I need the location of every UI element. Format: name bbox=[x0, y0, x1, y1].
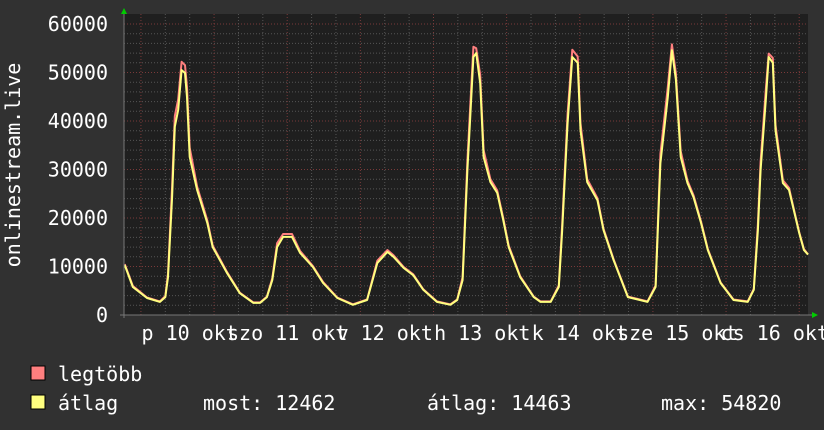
x-tick-label: p 10 okt bbox=[142, 321, 238, 345]
legend-swatch-avg bbox=[30, 394, 46, 410]
y-tick-label: 60000 bbox=[48, 12, 108, 36]
legend-label-avg: átlag bbox=[58, 391, 118, 415]
x-tick-label: k 14 okt bbox=[532, 321, 628, 345]
stat-average: átlag: 14463 bbox=[427, 391, 572, 415]
stat-maximum: max: 54820 bbox=[661, 391, 781, 415]
legend-label-max: legtöbb bbox=[58, 362, 142, 386]
x-axis-arrow-icon bbox=[812, 312, 818, 318]
series-line-average bbox=[123, 49, 809, 306]
y-tick-label: 10000 bbox=[48, 255, 108, 279]
stat-current: most: 12462 bbox=[203, 391, 335, 415]
y-axis-label: onlinestream.live bbox=[1, 63, 25, 268]
x-tick-label: sze 15 okt bbox=[617, 321, 737, 345]
y-tick-label: 40000 bbox=[48, 109, 108, 133]
legend-swatch-max bbox=[30, 365, 46, 381]
y-tick-label: 0 bbox=[96, 303, 108, 327]
legend: legtöbb átlag most: 12462 átlag: 14463 m… bbox=[30, 362, 781, 415]
y-tick-label: 50000 bbox=[48, 61, 108, 85]
x-tick-label: cs 16 okt bbox=[721, 321, 824, 345]
y-tick-label: 20000 bbox=[48, 206, 108, 230]
y-tick-label: 30000 bbox=[48, 158, 108, 182]
y-tick-labels: 0 10000 20000 30000 40000 50000 60000 bbox=[48, 12, 108, 327]
y-axis-arrow-icon bbox=[121, 8, 127, 14]
x-tick-label: v 12 okt bbox=[337, 321, 433, 345]
x-tick-label: h 13 okt bbox=[434, 321, 530, 345]
x-tick-label: szo 11 okt bbox=[227, 321, 347, 345]
grid bbox=[124, 14, 808, 315]
series-lines bbox=[123, 43, 809, 306]
